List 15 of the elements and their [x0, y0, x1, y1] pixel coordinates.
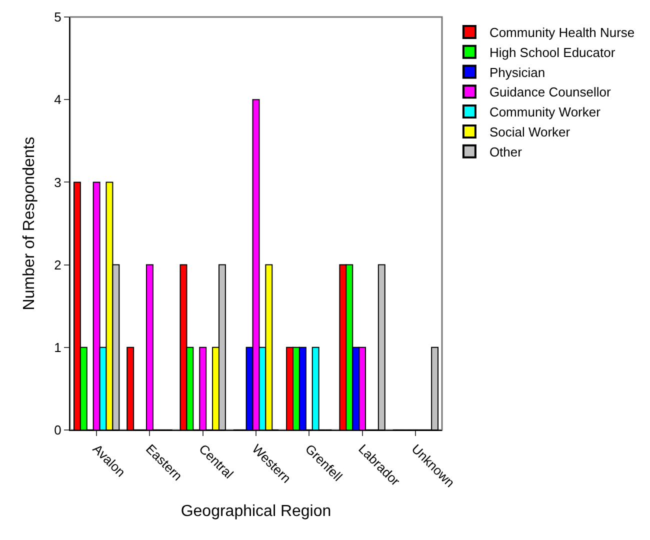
y-axis-title: Number of Respondents — [21, 136, 38, 310]
y-tick-label: 2 — [54, 257, 62, 272]
y-tick-label: 3 — [54, 174, 62, 190]
y-tick-label: 5 — [54, 10, 62, 25]
y-tick-label: 0 — [54, 422, 62, 438]
y-tick-label: 1 — [54, 340, 62, 355]
legend-label: Guidance Counsellor — [489, 84, 612, 100]
legend-label: Community Worker — [489, 104, 602, 120]
y-tick-label: 4 — [54, 92, 62, 108]
legend-label: Other — [489, 144, 523, 160]
legend-label: Community Health Nurse — [489, 25, 635, 40]
x-axis-title: Geographical Region — [180, 502, 332, 520]
legend-label: Social Worker — [489, 124, 571, 140]
legend-label: Physician — [489, 64, 546, 80]
legend-label: High School Educator — [489, 44, 616, 60]
